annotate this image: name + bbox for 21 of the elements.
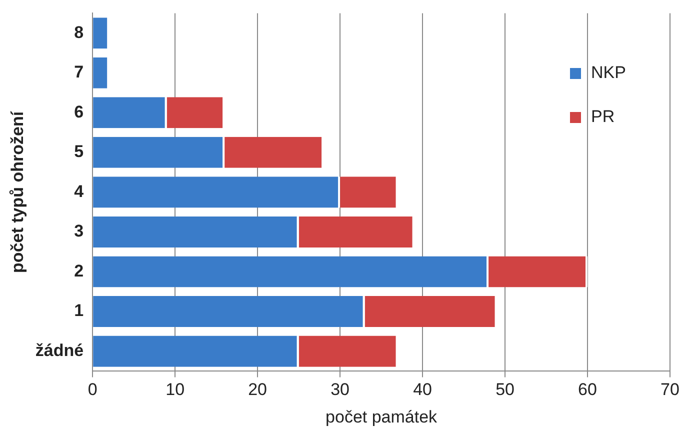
x-tick-label: 20: [248, 380, 268, 400]
x-tick-label: 50: [496, 380, 514, 400]
x-tick-label: 70: [660, 380, 680, 400]
y-tick-label: žádné: [35, 341, 84, 360]
y-tick-label: 1: [74, 301, 84, 320]
x-tick-label: 40: [413, 380, 432, 400]
y-tick-label: 4: [74, 182, 84, 201]
y-tick-label: 5: [74, 142, 84, 162]
x-tick-label: 0: [88, 380, 98, 400]
y-tick-label: 7: [74, 62, 84, 82]
y-tick-label: 8: [74, 22, 84, 42]
x-tick-label: 30: [330, 380, 350, 400]
y-axis-title: počet typů ohrožení: [8, 110, 27, 273]
y-tick-label: 3: [74, 222, 84, 241]
y-tick-label: 2: [74, 261, 84, 280]
x-tick-label: 10: [166, 380, 185, 400]
y-tick-label: 6: [74, 102, 84, 122]
x-axis-title: počet památek: [326, 407, 438, 426]
legend-label: PR: [591, 107, 615, 128]
legend-label: NKP: [591, 63, 626, 84]
x-tick-label: 60: [578, 380, 597, 400]
